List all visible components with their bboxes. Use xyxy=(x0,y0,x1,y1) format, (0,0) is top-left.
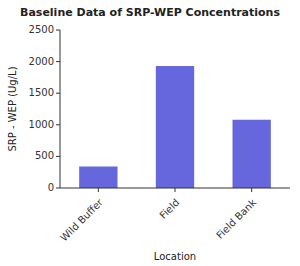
x-tick xyxy=(175,188,176,192)
x-axis-label: Location xyxy=(154,251,196,262)
y-tick xyxy=(56,156,60,157)
y-tick xyxy=(56,61,60,62)
bar xyxy=(79,167,117,188)
y-tick-label: 2000 xyxy=(29,56,54,67)
x-tick xyxy=(98,188,99,192)
y-tick xyxy=(56,93,60,94)
x-tick-label: Field xyxy=(157,197,181,221)
y-tick xyxy=(56,188,60,189)
y-tick-label: 2500 xyxy=(29,24,54,35)
chart-svg: 0 500 1000 1500 2000 2500 Wild Buffer Field Fiel… xyxy=(0,0,300,266)
y-tick-label: 0 xyxy=(48,182,54,193)
bar xyxy=(233,120,271,188)
y-tick-label: 1500 xyxy=(29,87,54,98)
x-tick-label: Field Bank xyxy=(214,197,258,241)
bars xyxy=(79,66,271,188)
y-tick-label: 1000 xyxy=(29,119,54,130)
x-tick-label: Wild Buffer xyxy=(58,196,105,243)
title: Baseline Data of SRP-WEP Concentrations xyxy=(20,6,280,19)
y-tick xyxy=(56,124,60,125)
y-tick-label: 500 xyxy=(35,150,54,161)
chart-container: 0 500 1000 1500 2000 2500 Wild Buffer Field Fiel… xyxy=(0,0,300,266)
y-tick xyxy=(56,30,60,31)
bar xyxy=(156,66,194,188)
y-axis-line xyxy=(60,30,61,188)
y-axis-label: SRP - WEP (Ug/L) xyxy=(7,66,18,151)
x-tick xyxy=(251,188,252,192)
